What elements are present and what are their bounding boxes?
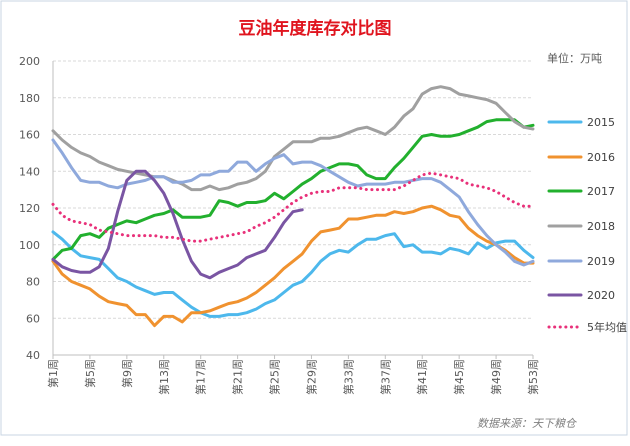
source-label: 数据来源：天下粮仓	[477, 417, 577, 430]
x-tick-label: 第17周	[194, 359, 208, 395]
x-tick-label: 第49周	[489, 359, 503, 395]
legend-label: 2016	[587, 151, 615, 164]
x-tick-label: 第5周	[83, 359, 97, 388]
y-tick-label: 40	[26, 349, 40, 362]
y-tick-label: 120	[19, 202, 40, 215]
y-tick-label: 160	[19, 129, 40, 142]
x-tick-label: 第25周	[268, 359, 282, 395]
series-line-2015	[51, 230, 535, 318]
x-tick-label: 第41周	[415, 359, 429, 395]
series-line-2017	[51, 118, 535, 261]
x-tick-label: 第53周	[526, 359, 540, 395]
series-line-5年均值	[51, 171, 535, 243]
x-tick-label: 第29周	[304, 359, 318, 395]
legend-label: 2017	[587, 185, 615, 198]
series-line-2016	[51, 204, 535, 328]
x-tick-label: 第9周	[120, 359, 134, 388]
chart-frame	[0, 0, 628, 436]
series-line-2019	[51, 138, 535, 267]
x-tick-label: 第37周	[378, 359, 392, 395]
x-tick-label: 第33周	[341, 359, 355, 395]
legend-label: 2015	[587, 116, 615, 129]
x-tick-label: 第45周	[452, 359, 466, 395]
y-tick-label: 180	[19, 92, 40, 105]
chart-title: 豆油年度库存对比图	[239, 18, 392, 39]
legend-label: 2018	[587, 220, 615, 233]
legend-label: 2019	[587, 255, 615, 268]
legend-label: 2020	[587, 289, 615, 302]
y-tick-label: 60	[26, 312, 40, 325]
x-tick-label: 第1周	[46, 359, 60, 388]
y-tick-label: 100	[19, 239, 40, 252]
x-tick-label: 第21周	[231, 359, 245, 395]
x-tick-label: 第13周	[157, 359, 171, 395]
legend-label: 5年均值	[587, 320, 627, 334]
unit-label: 单位：万吨	[547, 51, 602, 65]
y-tick-label: 200	[19, 55, 40, 68]
y-tick-label: 80	[26, 276, 40, 289]
y-tick-label: 140	[19, 165, 40, 178]
series-line-2020	[51, 169, 304, 280]
